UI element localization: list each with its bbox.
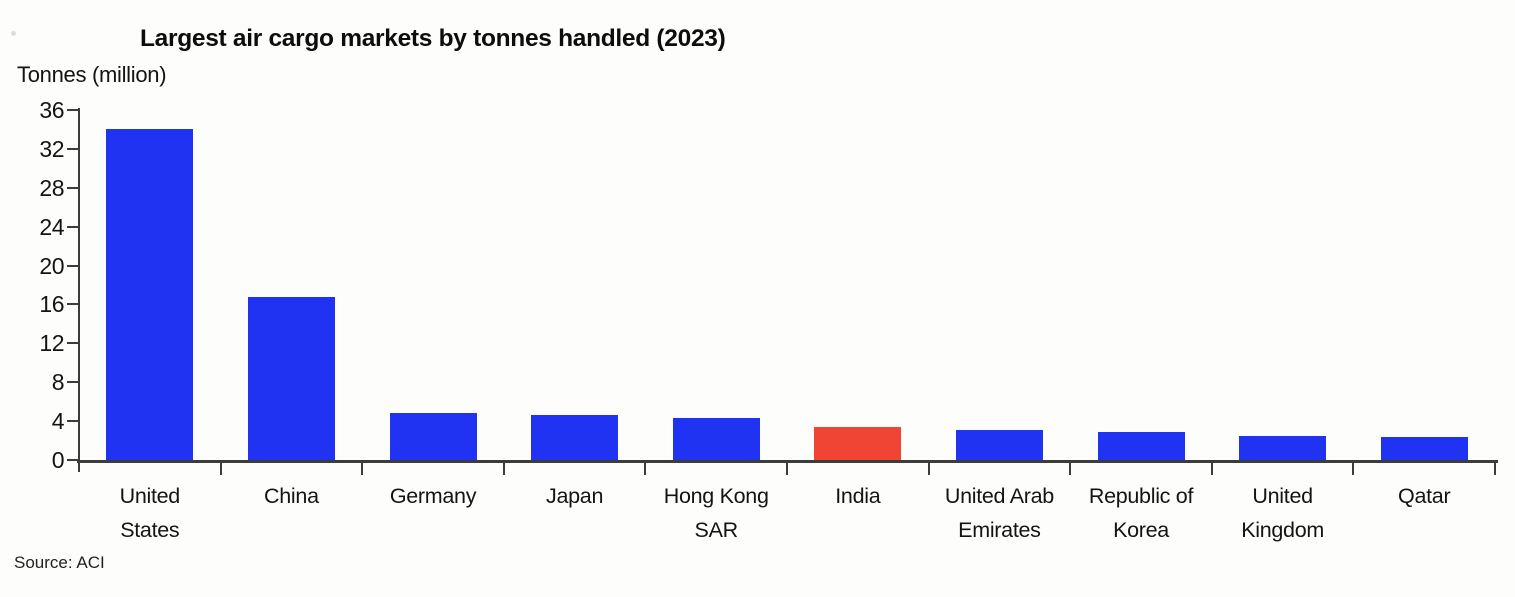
x-category-label-india: India <box>835 484 881 508</box>
x-category-label-united-kingdom: United Kingdom <box>1241 484 1324 542</box>
bar-qatar <box>1380 436 1468 460</box>
x-tick-mark <box>644 460 647 475</box>
y-tick-mark <box>67 109 79 111</box>
bar-united-arab-emirates <box>955 430 1043 460</box>
bar-china <box>247 296 335 460</box>
bar-united-kingdom <box>1239 435 1327 460</box>
x-tick-mark <box>361 460 364 475</box>
y-tick-mark <box>67 147 79 150</box>
x-tick-mark <box>1352 460 1355 475</box>
chart-title: Largest air cargo markets by tonnes hand… <box>140 25 726 52</box>
x-tick-mark <box>219 460 222 475</box>
y-tick-label: 24 <box>39 213 64 240</box>
bar-germany <box>389 413 477 460</box>
x-tick-mark <box>1069 460 1072 475</box>
y-tick-label: 32 <box>39 135 64 162</box>
bar-india <box>814 426 902 460</box>
x-category-label-japan: Japan <box>546 484 604 508</box>
y-tick-label: 0 <box>51 447 65 473</box>
x-tick-mark <box>1494 460 1496 475</box>
x-category-label-china: China <box>264 484 319 508</box>
bar-united-states <box>106 129 194 460</box>
y-tick-mark <box>67 186 79 189</box>
y-tick-mark <box>67 303 79 306</box>
y-tick-label: 8 <box>51 369 65 396</box>
y-tick-label: 28 <box>39 174 64 201</box>
artifact-dot <box>11 31 16 36</box>
y-tick-label: 16 <box>39 291 64 318</box>
y-tick-label: 20 <box>39 252 64 279</box>
x-category-label-republic-of-korea: Republic of Korea <box>1088 484 1194 542</box>
y-tick-mark <box>67 459 79 461</box>
bar-republic-of-korea <box>1097 431 1185 460</box>
x-category-label-united-states: United States <box>119 484 181 542</box>
x-tick-mark <box>786 460 788 475</box>
source-note: Source: ACI <box>14 553 105 572</box>
y-tick-mark <box>67 381 79 384</box>
x-category-label-hong-kong-sar: Hong Kong SAR <box>663 484 769 542</box>
x-tick-mark <box>927 460 930 475</box>
y-tick-label: 4 <box>51 408 65 435</box>
y-tick-mark <box>67 264 79 267</box>
y-tick-label: 36 <box>39 97 64 123</box>
y-tick-label: 12 <box>39 330 64 357</box>
y-tick-mark <box>67 420 79 423</box>
y-axis-label: Tonnes (million) <box>17 62 167 87</box>
y-axis-line <box>78 108 80 472</box>
y-tick-mark <box>67 225 79 228</box>
x-category-label-united-arab-emirates: United Arab Emirates <box>944 484 1054 542</box>
x-tick-mark <box>1210 460 1213 475</box>
x-category-label-germany: Germany <box>389 484 477 508</box>
x-tick-mark <box>502 460 505 475</box>
x-category-label-qatar: Qatar <box>1398 484 1451 508</box>
bar-japan <box>531 415 619 460</box>
bar-hong-kong-sar <box>672 417 760 460</box>
y-tick-mark <box>67 342 79 345</box>
